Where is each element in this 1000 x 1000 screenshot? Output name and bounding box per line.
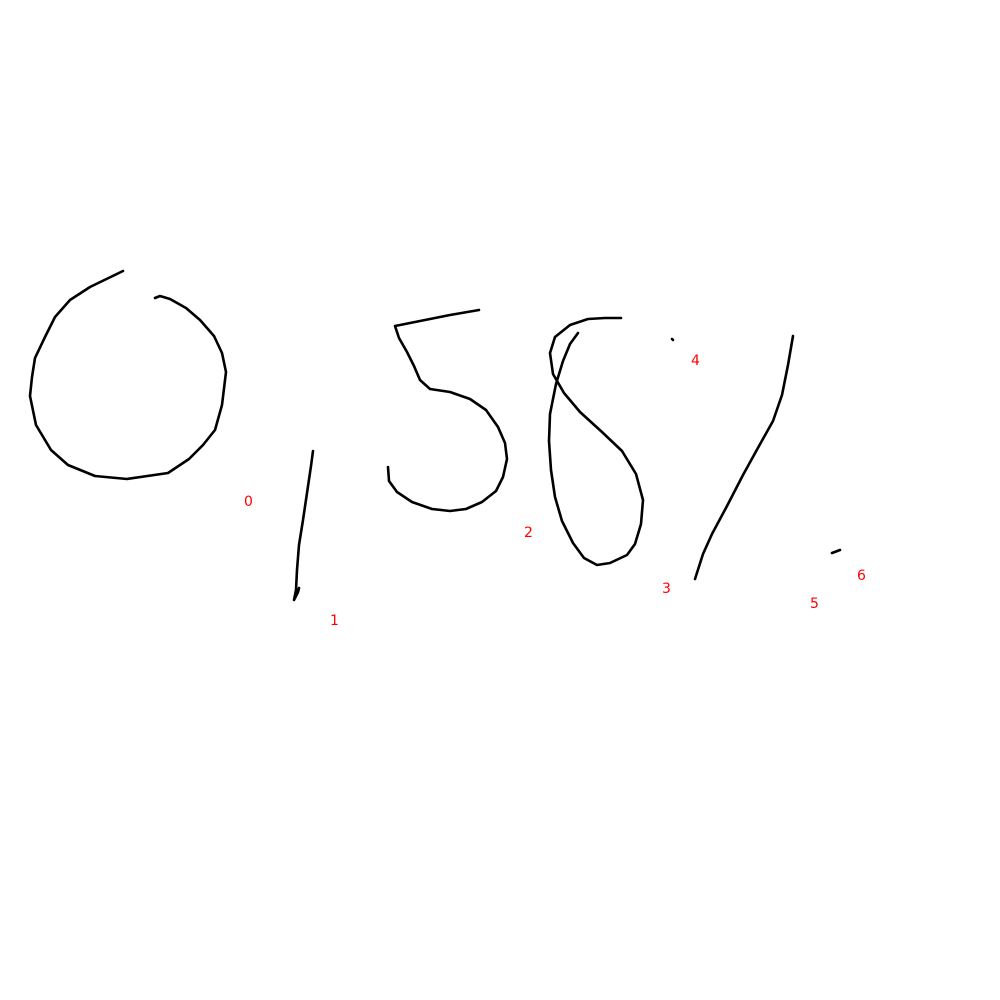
stroke-0-label: 0 xyxy=(244,494,253,510)
stroke-6 xyxy=(830,548,842,555)
stroke-2 xyxy=(386,308,509,513)
stroke-2-path xyxy=(386,308,509,513)
stroke-0-path xyxy=(28,269,228,481)
stroke-1-path xyxy=(292,449,315,602)
stroke-4 xyxy=(670,337,675,342)
stroke-3-path xyxy=(547,316,645,567)
stroke-2-label: 2 xyxy=(524,525,533,541)
stroke-5-label: 5 xyxy=(810,596,819,612)
stroke-6-label: 6 xyxy=(857,568,866,584)
stroke-4-path xyxy=(670,337,675,342)
stroke-5 xyxy=(693,334,795,581)
stroke-1 xyxy=(292,449,315,602)
stroke-0 xyxy=(28,269,228,481)
stroke-4-label: 4 xyxy=(691,353,700,369)
stroke-3 xyxy=(547,316,645,567)
stroke-3-label: 3 xyxy=(662,581,671,597)
stroke-5-path xyxy=(693,334,795,581)
stroke-1-label: 1 xyxy=(330,613,339,629)
stroke-6-path xyxy=(830,548,842,555)
